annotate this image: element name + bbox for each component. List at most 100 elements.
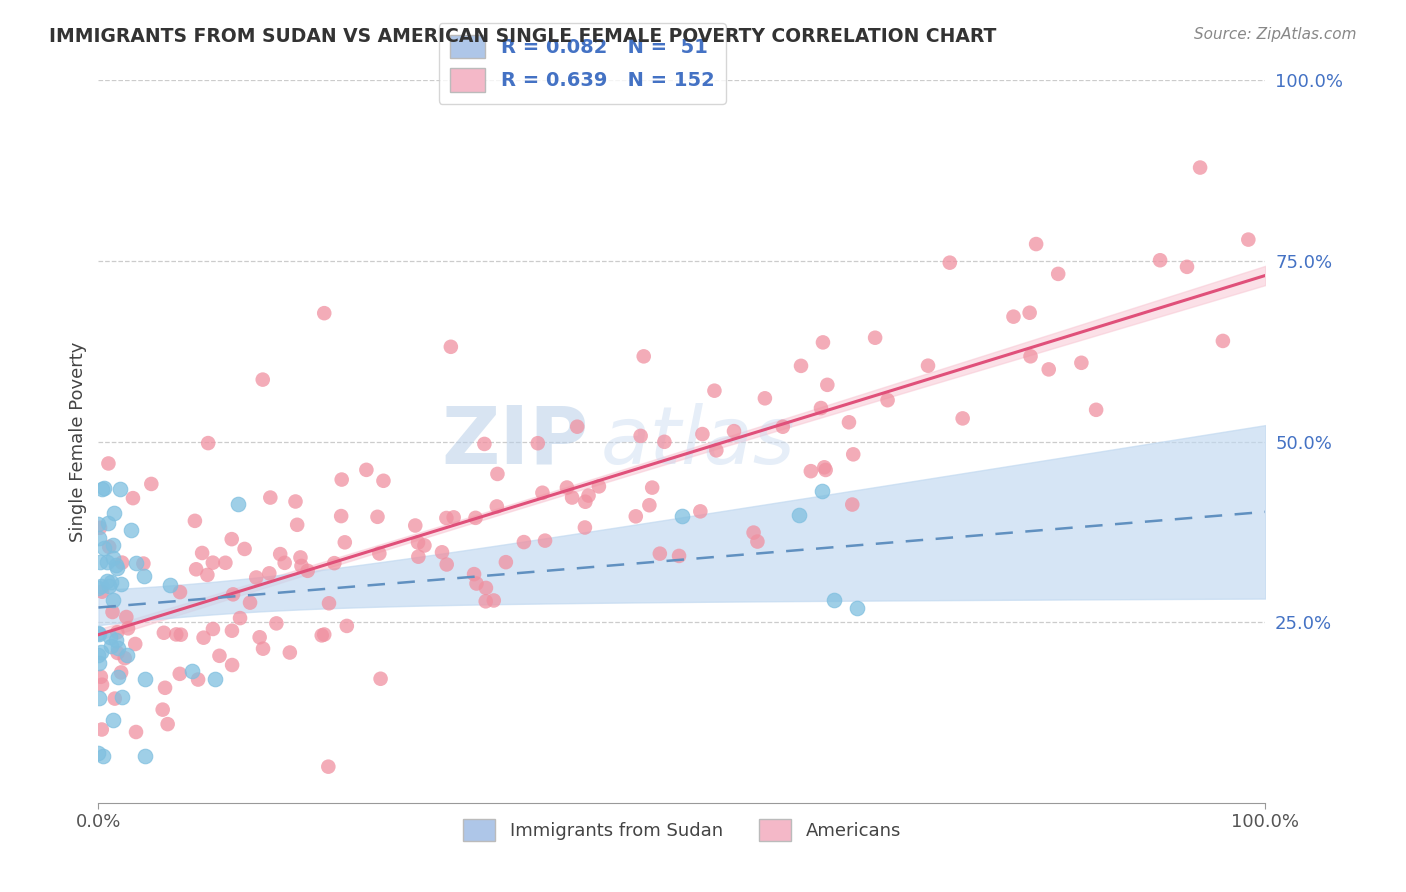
- Point: [252, 373, 274, 387]
- Point: [1038, 362, 1060, 376]
- Point: [811, 335, 834, 350]
- Point: [1085, 402, 1108, 417]
- Point: [1175, 260, 1198, 274]
- Point: [87, 581, 110, 595]
- Point: [91, 678, 114, 692]
- Point: [290, 550, 312, 565]
- Point: [180, 664, 202, 678]
- Point: [239, 596, 262, 610]
- Point: [654, 434, 676, 449]
- Point: [370, 672, 392, 686]
- Point: [90, 645, 112, 659]
- Point: [187, 673, 209, 687]
- Point: [495, 555, 517, 569]
- Point: [474, 594, 496, 608]
- Point: [574, 520, 596, 534]
- Point: [297, 564, 319, 578]
- Point: [96, 574, 118, 588]
- Point: [105, 558, 128, 572]
- Text: Source: ZipAtlas.com: Source: ZipAtlas.com: [1194, 27, 1357, 42]
- Point: [373, 474, 395, 488]
- Point: [630, 429, 652, 443]
- Point: [314, 306, 336, 320]
- Point: [318, 760, 340, 774]
- Point: [463, 567, 485, 582]
- Point: [668, 549, 690, 563]
- Point: [474, 437, 496, 451]
- Point: [823, 592, 845, 607]
- Point: [87, 517, 110, 532]
- Point: [475, 581, 498, 595]
- Point: [800, 464, 823, 478]
- Point: [790, 359, 813, 373]
- Point: [952, 411, 974, 425]
- Point: [863, 331, 886, 345]
- Point: [434, 511, 457, 525]
- Point: [266, 616, 288, 631]
- Point: [1002, 310, 1025, 324]
- Point: [314, 627, 336, 641]
- Point: [703, 384, 725, 398]
- Point: [1019, 349, 1042, 363]
- Point: [90, 723, 112, 737]
- Point: [90, 670, 112, 684]
- Point: [814, 463, 837, 477]
- Point: [208, 648, 231, 663]
- Point: [772, 419, 794, 434]
- Point: [284, 494, 307, 508]
- Point: [404, 518, 426, 533]
- Text: ZIP: ZIP: [441, 402, 589, 481]
- Point: [754, 392, 776, 406]
- Point: [368, 547, 391, 561]
- Point: [87, 746, 110, 760]
- Point: [723, 424, 745, 438]
- Point: [111, 690, 134, 704]
- Point: [269, 547, 291, 561]
- Point: [101, 551, 124, 566]
- Point: [117, 621, 139, 635]
- Point: [1189, 161, 1212, 175]
- Point: [1025, 237, 1047, 252]
- Point: [531, 485, 554, 500]
- Point: [229, 611, 252, 625]
- Point: [443, 510, 465, 524]
- Point: [323, 556, 346, 570]
- Point: [103, 593, 125, 607]
- Point: [104, 691, 127, 706]
- Point: [201, 556, 224, 570]
- Point: [815, 377, 838, 392]
- Point: [641, 481, 664, 495]
- Point: [197, 436, 219, 450]
- Point: [917, 359, 939, 373]
- Point: [134, 748, 156, 763]
- Legend: Immigrants from Sudan, Americans: Immigrants from Sudan, Americans: [456, 812, 908, 848]
- Point: [100, 639, 122, 653]
- Point: [633, 349, 655, 363]
- Point: [124, 556, 146, 570]
- Point: [285, 517, 308, 532]
- Point: [105, 632, 128, 647]
- Point: [692, 427, 714, 442]
- Point: [97, 457, 120, 471]
- Point: [124, 637, 146, 651]
- Point: [648, 547, 671, 561]
- Point: [534, 533, 557, 548]
- Point: [87, 648, 110, 662]
- Point: [110, 483, 132, 497]
- Point: [222, 587, 245, 601]
- Point: [336, 619, 359, 633]
- Point: [811, 484, 834, 499]
- Point: [311, 628, 333, 642]
- Point: [115, 648, 138, 663]
- Point: [93, 541, 115, 555]
- Point: [578, 489, 600, 503]
- Point: [366, 509, 388, 524]
- Point: [290, 558, 312, 573]
- Point: [169, 666, 191, 681]
- Point: [787, 508, 810, 522]
- Point: [318, 596, 340, 610]
- Point: [93, 481, 115, 495]
- Point: [356, 463, 378, 477]
- Point: [221, 532, 243, 546]
- Point: [90, 482, 112, 496]
